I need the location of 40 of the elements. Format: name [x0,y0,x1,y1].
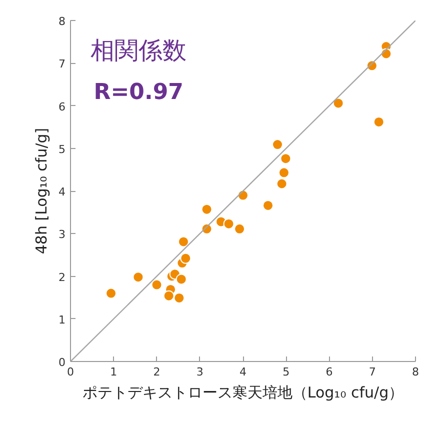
y-tick-label: 1 [58,313,66,326]
x-tick-label: 2 [153,366,160,378]
y-tick-label: 7 [58,58,66,71]
annotation: 相関係数 [90,36,187,64]
y-tick-label: 3 [58,228,66,242]
x-tick-label: 8 [412,366,419,378]
point [174,292,185,304]
point [223,218,234,230]
point [276,178,288,190]
y-tick-label: 2 [58,270,66,284]
point [163,290,174,302]
y-tick-label: 4 [58,186,66,198]
y-axis-title: 48h [Log₁₀ cfu/g] [32,128,50,254]
point [201,204,212,215]
point [262,200,274,211]
point [178,236,189,248]
point [278,167,290,178]
point [234,223,246,234]
point [332,98,344,109]
point [176,274,187,285]
point [151,279,162,290]
x-tick-label: 5 [282,366,290,378]
point [373,116,384,128]
x-tick-label: 6 [326,366,333,378]
x-tick-label: 0 [67,366,74,378]
x-tick-label: 3 [196,366,204,378]
point [180,252,192,264]
y-tick-label: 5 [58,142,66,156]
point [132,272,144,283]
point [106,288,117,299]
y-tick-label: 8 [58,15,66,28]
x-axis-title: ポテトデキストロース寒天培地（Log₁₀ cfu/g） [82,384,404,402]
x-tick-label: 7 [368,366,376,378]
x-tick-label: 1 [110,366,118,378]
annotation: R=0.97 [94,80,184,105]
y-tick-label: 6 [58,100,66,114]
y-tick-label: 0 [58,356,66,369]
x-tick-label: 4 [240,366,246,378]
point [280,153,292,164]
point [272,139,283,150]
